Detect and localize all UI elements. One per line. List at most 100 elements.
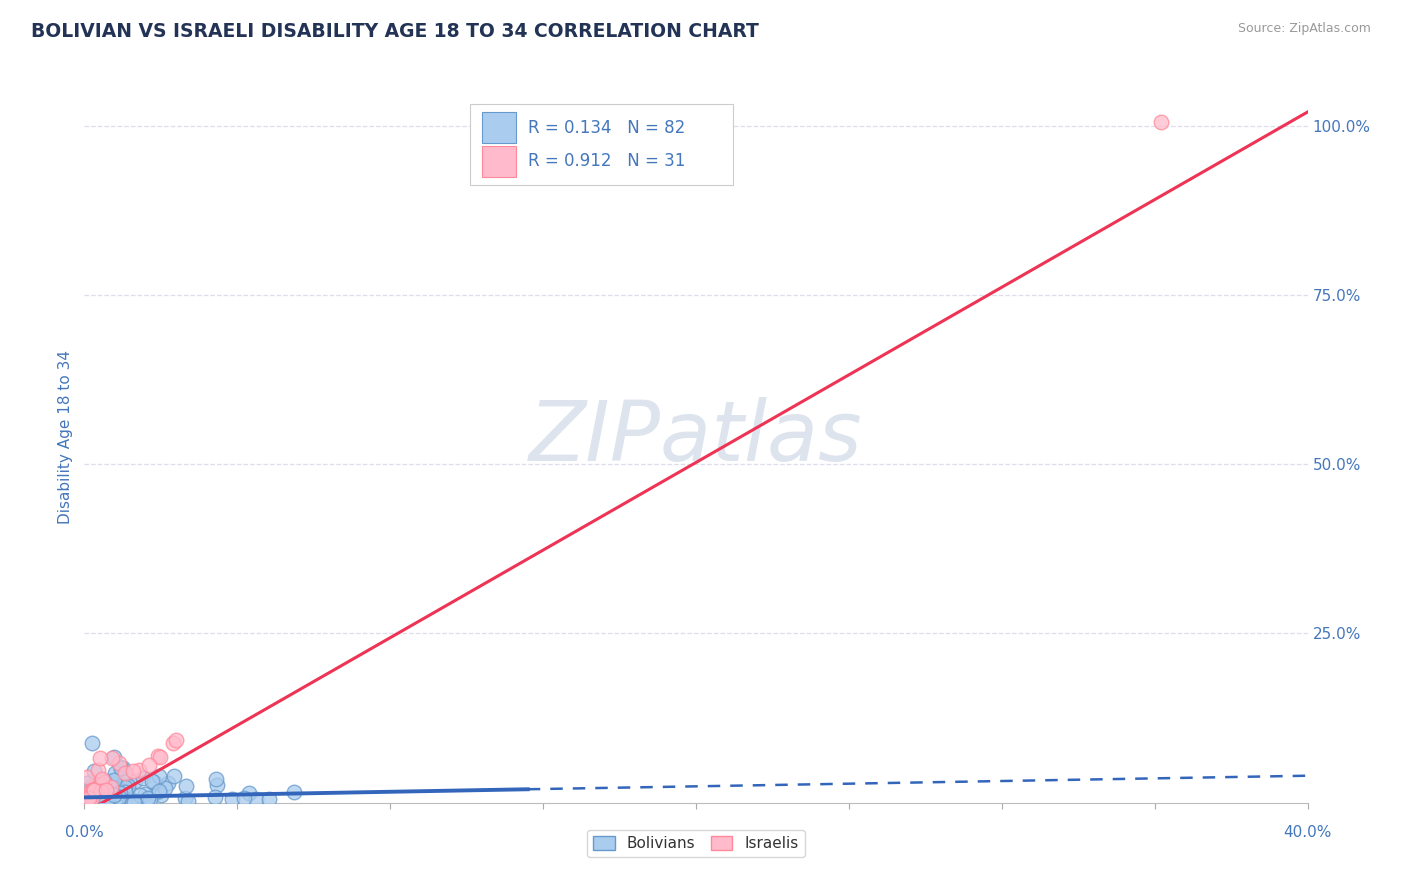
Point [94, 794, 117, 808]
Point [122, 764, 145, 779]
Point [80, 783, 103, 797]
Point [283, 784, 305, 798]
Point [238, 786, 260, 800]
Point [86, 794, 108, 808]
Point [233, 791, 256, 805]
FancyBboxPatch shape [470, 104, 733, 185]
Point [156, 776, 179, 790]
Point [132, 771, 155, 785]
Point [143, 785, 166, 799]
Point [107, 790, 129, 805]
Point [149, 750, 172, 764]
Point [97, 777, 120, 791]
Point [204, 789, 226, 804]
Point [77, 790, 100, 805]
Text: Source: ZipAtlas.com: Source: ZipAtlas.com [1237, 22, 1371, 36]
Point [107, 786, 129, 800]
Point [87, 790, 110, 805]
Point [103, 788, 125, 802]
Point [90, 784, 112, 798]
Point [89, 750, 111, 764]
Point [80, 785, 103, 799]
Point [103, 750, 125, 764]
Point [100, 780, 122, 794]
Point [76, 791, 98, 805]
Point [105, 776, 128, 790]
Point [110, 761, 132, 775]
Point [94, 795, 117, 809]
Point [93, 794, 115, 808]
Point [90, 778, 112, 792]
Y-axis label: Disability Age 18 to 34: Disability Age 18 to 34 [58, 350, 73, 524]
Point [96, 782, 118, 797]
Point [104, 792, 127, 806]
Point [107, 793, 129, 807]
Point [103, 772, 125, 787]
Point [110, 783, 132, 797]
Point [103, 766, 125, 780]
Point [82, 783, 104, 797]
Point [166, 733, 188, 747]
Text: ZIPatlas: ZIPatlas [529, 397, 863, 477]
Point [98, 773, 121, 788]
Point [205, 772, 228, 787]
Point [124, 774, 146, 789]
Point [90, 776, 112, 790]
Point [114, 780, 136, 794]
Point [136, 790, 159, 805]
Point [221, 792, 243, 806]
Point [148, 783, 170, 797]
Point [77, 792, 100, 806]
FancyBboxPatch shape [482, 146, 516, 177]
Point [205, 778, 228, 792]
Point [148, 769, 170, 783]
Point [93, 774, 115, 789]
Point [76, 793, 98, 807]
Point [139, 792, 162, 806]
Point [84, 793, 107, 807]
Point [117, 779, 139, 793]
Point [77, 789, 100, 803]
Point [114, 785, 136, 799]
Text: R = 0.134   N = 82: R = 0.134 N = 82 [529, 119, 686, 136]
Point [98, 795, 121, 809]
Text: 40.0%: 40.0% [1284, 825, 1331, 839]
Legend: Bolivians, Israelis: Bolivians, Israelis [588, 830, 804, 857]
Point [128, 763, 150, 777]
Point [83, 783, 105, 797]
Point [82, 791, 104, 805]
Point [173, 790, 195, 805]
Point [84, 782, 107, 797]
Point [90, 772, 112, 787]
Point [91, 785, 114, 799]
Point [162, 736, 184, 750]
Point [100, 791, 122, 805]
Point [83, 764, 105, 778]
FancyBboxPatch shape [482, 112, 516, 143]
Point [82, 789, 104, 803]
Text: BOLIVIAN VS ISRAELI DISABILITY AGE 18 TO 34 CORRELATION CHART: BOLIVIAN VS ISRAELI DISABILITY AGE 18 TO… [31, 22, 759, 41]
Point [96, 792, 118, 806]
Point [174, 780, 197, 794]
Point [128, 788, 150, 802]
Point [122, 795, 145, 809]
Point [91, 776, 114, 790]
Point [138, 758, 160, 772]
Point [146, 749, 169, 764]
Point [98, 794, 121, 808]
Text: 0.0%: 0.0% [65, 825, 104, 839]
Point [87, 784, 110, 798]
Text: R = 0.912   N = 31: R = 0.912 N = 31 [529, 153, 686, 170]
Point [76, 775, 98, 789]
Point [77, 788, 100, 802]
Point [84, 778, 107, 792]
Point [163, 769, 186, 783]
Point [114, 765, 136, 780]
Point [93, 773, 115, 788]
Point [149, 788, 172, 802]
Point [108, 795, 131, 809]
Point [107, 782, 129, 797]
Point [86, 786, 108, 800]
Point [111, 768, 134, 782]
Point [143, 775, 166, 789]
